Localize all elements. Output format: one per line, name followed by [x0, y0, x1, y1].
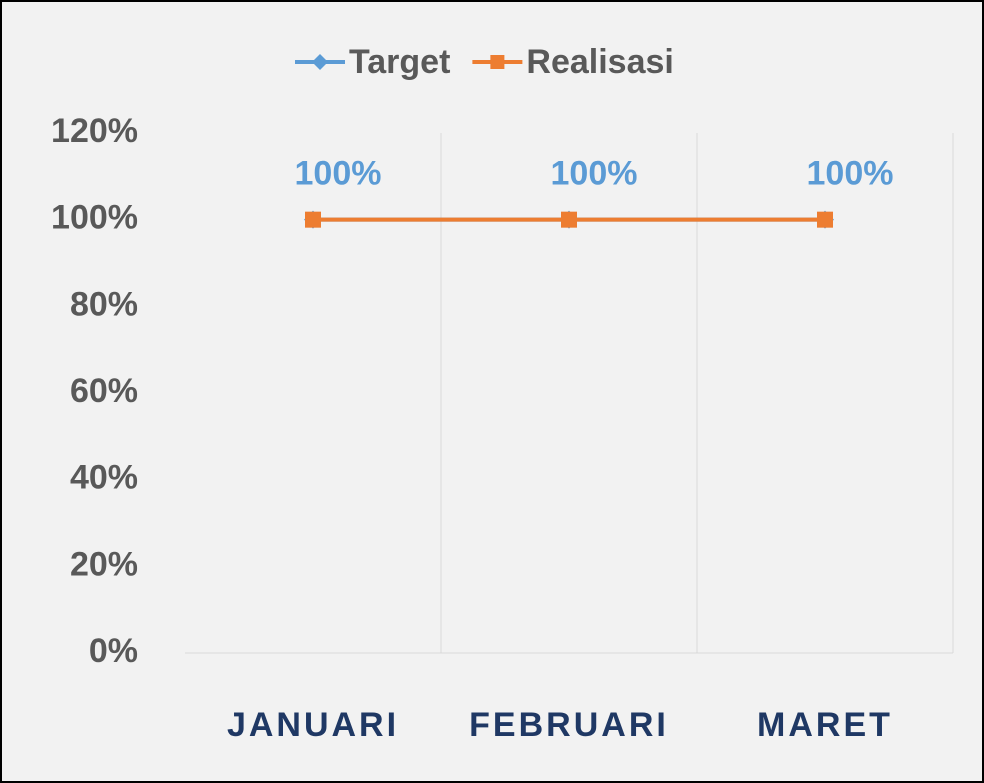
data-label: 100% — [295, 155, 382, 193]
y-tick-label: 0% — [89, 632, 138, 670]
legend-label: Realisasi — [526, 43, 673, 81]
marker — [561, 211, 577, 228]
legend-marker — [312, 54, 328, 70]
legend-label: Target — [349, 43, 450, 81]
x-tick-label: MARET — [757, 706, 893, 744]
y-tick-label: 60% — [70, 372, 138, 410]
y-tick-label: 20% — [70, 545, 138, 583]
data-label: 100% — [551, 155, 638, 193]
marker — [305, 211, 321, 228]
data-label: 100% — [807, 155, 894, 193]
x-tick-label: FEBRUARI — [469, 706, 669, 744]
y-tick-label: 120% — [51, 112, 138, 150]
y-tick-label: 100% — [51, 199, 138, 237]
y-tick-label: 40% — [70, 459, 138, 497]
marker — [817, 211, 833, 228]
x-tick-label: JANUARI — [227, 706, 399, 744]
y-tick-label: 80% — [70, 285, 138, 323]
legend-marker — [490, 55, 505, 69]
